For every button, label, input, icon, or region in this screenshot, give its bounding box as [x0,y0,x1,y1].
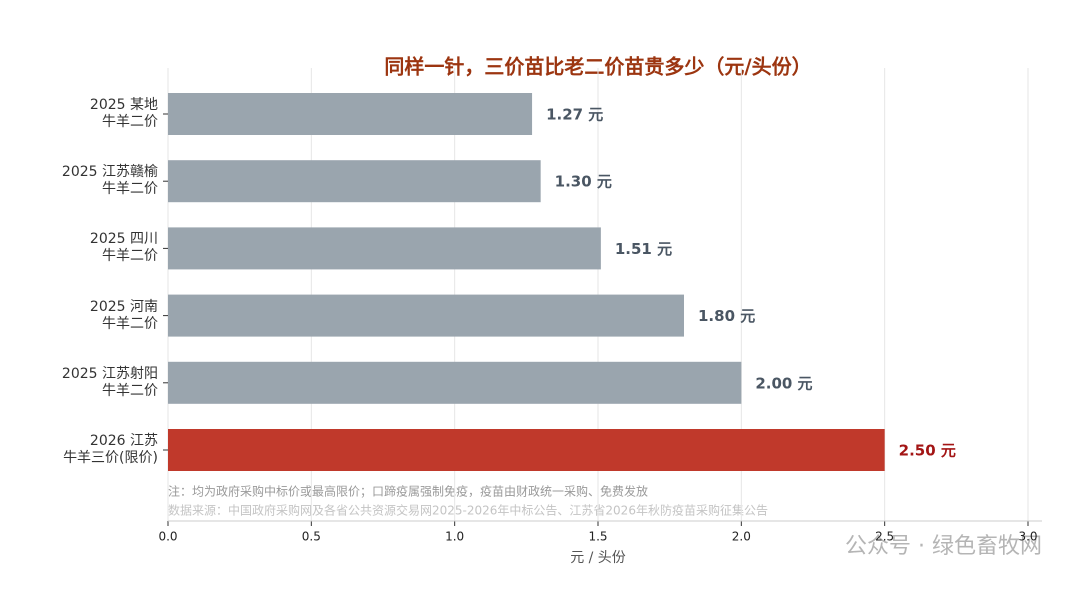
value-label: 1.30 元 [555,173,612,191]
source: 数据来源：中国政府采购网及各省公共资源交易网2025-2026年中标公告、江苏省… [168,503,768,518]
x-axis-label: 元 / 头份 [570,550,626,566]
y-tick-label: 2025 江苏射阳 牛羊二价 [61,365,158,399]
value-label: 1.80 元 [698,307,755,325]
x-tick-label: 1.0 [445,530,464,544]
x-tick-label: 3.0 [1018,530,1037,544]
x-tick-label: 2.0 [732,530,751,544]
y-tick-label: 2026 江苏 牛羊三价(限价) [63,433,158,466]
x-tick-label: 2.5 [875,530,894,544]
y-tick-label: 2025 江苏赣榆 牛羊二价 [61,164,158,198]
watermark: 公众号 · 绿色畜牧网 [845,534,1042,559]
x-tick-label: 1.5 [588,530,607,544]
note: 注：均为政府采购中标价或最高限价；口蹄疫属强制免疫，疫苗由财政统一采购、免费发放 [168,484,648,499]
bar [168,361,742,404]
bar [168,429,885,471]
bar [168,294,684,337]
bar [168,227,601,270]
y-tick-label: 2025 某地 牛羊二价 [89,97,158,130]
bar [168,93,533,135]
y-tick-label: 2025 河南 牛羊二价 [89,298,158,332]
value-label: 1.27 元 [546,106,603,124]
value-label: 1.51 元 [615,240,672,258]
value-label: 2.00 元 [755,374,812,392]
x-tick-label: 0.5 [302,530,321,544]
y-tick-label: 2025 四川 牛羊二价 [89,231,158,265]
bar [168,160,541,203]
x-tick-label: 0.0 [158,530,177,544]
value-label: 2.50 元 [899,442,956,460]
